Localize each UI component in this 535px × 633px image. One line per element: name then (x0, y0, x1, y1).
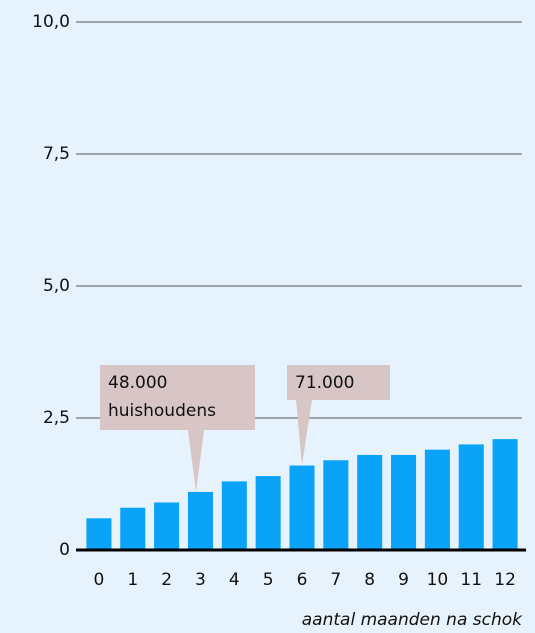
y-tick-label: 5,0 (43, 276, 70, 296)
x-tick-label: 11 (460, 570, 482, 590)
bar (154, 502, 180, 550)
y-tick-label: 10,0 (32, 12, 70, 32)
y-tick-label: 0 (59, 540, 70, 560)
bar (120, 507, 146, 550)
callout-text: 71.000 (295, 373, 354, 393)
x-axis-label: aantal maanden na schok (302, 610, 523, 630)
bar (323, 460, 349, 550)
x-tick-label: 10 (427, 570, 449, 590)
x-tick-label: 12 (494, 570, 516, 590)
callout-pointer (296, 400, 312, 465)
bar (391, 454, 417, 550)
x-tick-label: 1 (127, 570, 138, 590)
x-tick-label: 0 (94, 570, 105, 590)
bar (458, 444, 484, 550)
y-tick-label: 2,5 (43, 408, 70, 428)
callout-text: huishoudens (108, 401, 216, 421)
bar (86, 518, 112, 550)
callout-box (287, 365, 390, 400)
bar (492, 439, 518, 550)
x-tick-label: 3 (195, 570, 206, 590)
x-tick-label: 6 (297, 570, 308, 590)
x-tick-label: 7 (330, 570, 341, 590)
bar (357, 454, 383, 550)
x-tick-label: 8 (364, 570, 375, 590)
callout-box (100, 365, 255, 430)
bar (187, 491, 213, 550)
x-tick-label: 5 (263, 570, 274, 590)
callout-text: 48.000 (108, 373, 167, 393)
bar (289, 465, 315, 550)
x-tick-label: 2 (161, 570, 172, 590)
bar (424, 449, 450, 550)
callout-pointer (188, 430, 204, 492)
y-tick-label: 7,5 (43, 144, 70, 164)
bar (255, 476, 281, 550)
bar (221, 481, 247, 550)
x-tick-label: 4 (229, 570, 240, 590)
x-tick-label: 9 (398, 570, 409, 590)
